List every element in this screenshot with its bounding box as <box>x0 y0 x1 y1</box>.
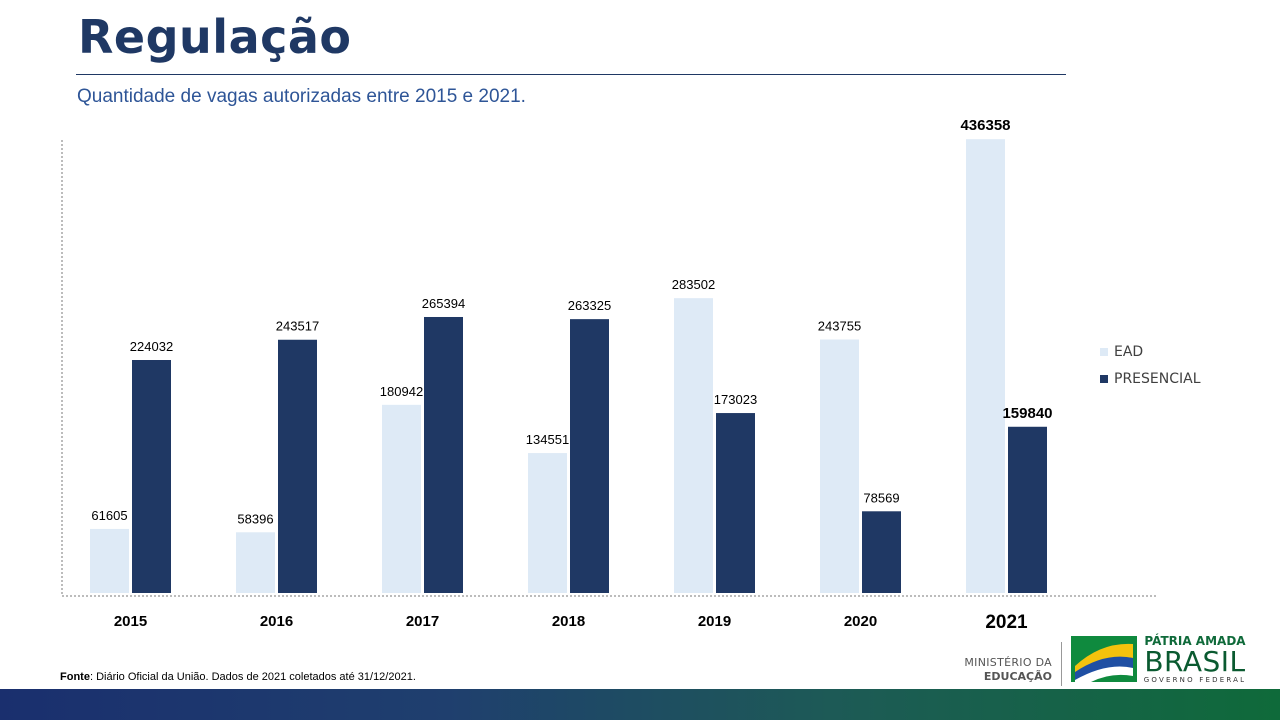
brand-line1: PÁTRIA AMADA <box>1144 634 1246 648</box>
bar-presencial-2017 <box>424 316 463 593</box>
data-label-presencial-2021: 159840 <box>1002 405 1052 422</box>
bar-ead-2020 <box>820 339 859 593</box>
x-tick-label-2020: 2020 <box>844 613 877 630</box>
bar-ead-2019 <box>674 298 713 593</box>
data-label-presencial-2018: 263325 <box>568 298 611 313</box>
page-subtitle: Quantidade de vagas autorizadas entre 20… <box>77 86 526 107</box>
ministry-logo: MINISTÉRIO DA EDUCAÇÃO <box>960 656 1052 683</box>
data-label-ead-2015: 61605 <box>91 508 127 523</box>
data-label-ead-2017: 180942 <box>380 384 423 399</box>
data-label-presencial-2015: 224032 <box>130 339 173 354</box>
legend-label-presencial: PRESENCIAL <box>1114 370 1201 387</box>
data-label-ead-2016: 58396 <box>237 511 273 526</box>
bar-ead-2018 <box>528 453 567 593</box>
brazil-flag-icon <box>1071 636 1137 682</box>
source-label: Fonte <box>60 671 90 683</box>
ministry-line2: EDUCAÇÃO <box>983 670 1052 683</box>
bar-presencial-2020 <box>862 511 901 593</box>
x-tick-label-2019: 2019 <box>698 613 731 630</box>
legend-swatch-ead <box>1100 347 1108 356</box>
bars-group: 61605 224032 2015 58396 243517 2016 180942 2653… <box>90 117 1053 633</box>
bar-presencial-2021 <box>1008 426 1047 593</box>
data-label-presencial-2016: 243517 <box>276 319 319 334</box>
data-label-presencial-2017: 265394 <box>422 296 465 311</box>
x-tick-label-2018: 2018 <box>552 613 585 630</box>
x-tick-label-2017: 2017 <box>406 613 439 630</box>
footer-bar <box>0 689 1280 720</box>
government-brand-logo: PÁTRIA AMADA BRASIL GOVERNO FEDERAL <box>1071 634 1249 684</box>
source-text: : Diário Oficial da União. Dados de 2021… <box>89 671 416 683</box>
ministry-line1: MINISTÉRIO DA <box>964 656 1052 669</box>
chart-legend: EAD PRESENCIAL <box>1100 338 1201 392</box>
bar-ead-2021 <box>966 139 1005 593</box>
legend-item-presencial: PRESENCIAL <box>1100 365 1201 392</box>
data-label-ead-2021: 436358 <box>960 117 1010 134</box>
x-tick-label-2021: 2021 <box>985 612 1028 633</box>
bar-presencial-2018 <box>570 319 609 593</box>
data-label-ead-2019: 283502 <box>672 277 715 292</box>
legend-item-ead: EAD <box>1100 338 1201 365</box>
legend-swatch-presencial <box>1100 374 1108 383</box>
bar-presencial-2015 <box>132 360 171 593</box>
data-label-ead-2018: 134551 <box>526 432 569 447</box>
data-label-presencial-2019: 173023 <box>714 392 757 407</box>
data-label-presencial-2020: 78569 <box>863 490 899 505</box>
source-note: Fonte: Diário Oficial da União. Dados de… <box>60 671 416 683</box>
bar-presencial-2019 <box>716 413 755 593</box>
bar-ead-2016 <box>236 532 275 593</box>
legend-label-ead: EAD <box>1114 343 1144 360</box>
logo-separator <box>1061 642 1062 686</box>
x-tick-label-2015: 2015 <box>114 613 147 630</box>
data-label-ead-2020: 243755 <box>818 318 861 333</box>
bar-ead-2017 <box>382 404 421 593</box>
bar-presencial-2016 <box>278 339 317 593</box>
title-divider <box>76 74 1066 75</box>
brand-line3: GOVERNO FEDERAL <box>1143 676 1247 684</box>
bar-ead-2015 <box>90 528 129 593</box>
x-tick-label-2016: 2016 <box>260 613 293 630</box>
brand-text: PÁTRIA AMADA BRASIL GOVERNO FEDERAL <box>1141 634 1249 684</box>
brand-line2: BRASIL <box>1144 645 1246 678</box>
page-title: Regulação <box>78 10 352 64</box>
